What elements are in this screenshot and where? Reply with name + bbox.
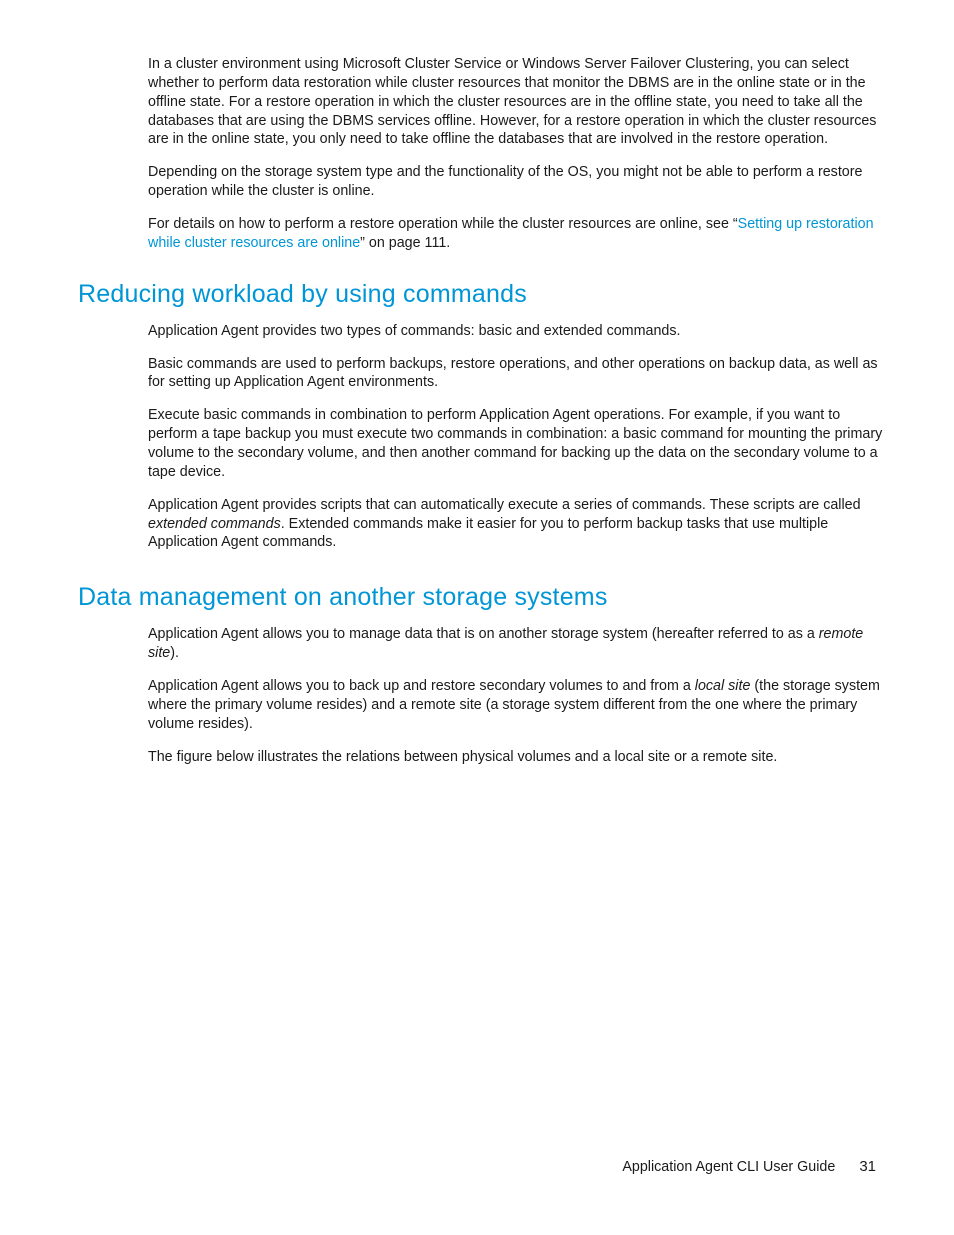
paragraph: Application Agent allows you to manage d… bbox=[148, 625, 884, 663]
paragraph: Execute basic commands in combination to… bbox=[148, 406, 884, 481]
paragraph: In a cluster environment using Microsoft… bbox=[148, 55, 884, 149]
section2-block: Application Agent allows you to manage d… bbox=[148, 625, 884, 766]
paragraph: Depending on the storage system type and… bbox=[148, 163, 884, 201]
footer-title: Application Agent CLI User Guide bbox=[622, 1159, 835, 1175]
text: ” on page 111. bbox=[360, 235, 450, 251]
section1-block: Application Agent provides two types of … bbox=[148, 322, 884, 553]
text: Application Agent provides scripts that … bbox=[148, 497, 861, 513]
section-heading-data-management: Data management on another storage syste… bbox=[78, 582, 884, 612]
intro-block: In a cluster environment using Microsoft… bbox=[148, 55, 884, 253]
page-footer: Application Agent CLI User Guide 31 bbox=[622, 1158, 876, 1175]
emphasis: local site bbox=[695, 678, 751, 694]
paragraph: Application Agent provides scripts that … bbox=[148, 496, 884, 553]
paragraph: Basic commands are used to perform backu… bbox=[148, 355, 884, 393]
text: Application Agent allows you to back up … bbox=[148, 678, 695, 694]
section-heading-reducing-workload: Reducing workload by using commands bbox=[78, 279, 884, 309]
emphasis: extended commands bbox=[148, 516, 281, 532]
paragraph: For details on how to perform a restore … bbox=[148, 215, 884, 253]
paragraph: Application Agent allows you to back up … bbox=[148, 677, 884, 734]
text: Application Agent allows you to manage d… bbox=[148, 626, 819, 642]
text: For details on how to perform a restore … bbox=[148, 216, 738, 232]
paragraph: Application Agent provides two types of … bbox=[148, 322, 884, 341]
document-page: In a cluster environment using Microsoft… bbox=[0, 0, 954, 1235]
text: ). bbox=[170, 645, 179, 661]
page-number: 31 bbox=[859, 1158, 876, 1175]
paragraph: The figure below illustrates the relatio… bbox=[148, 748, 884, 767]
